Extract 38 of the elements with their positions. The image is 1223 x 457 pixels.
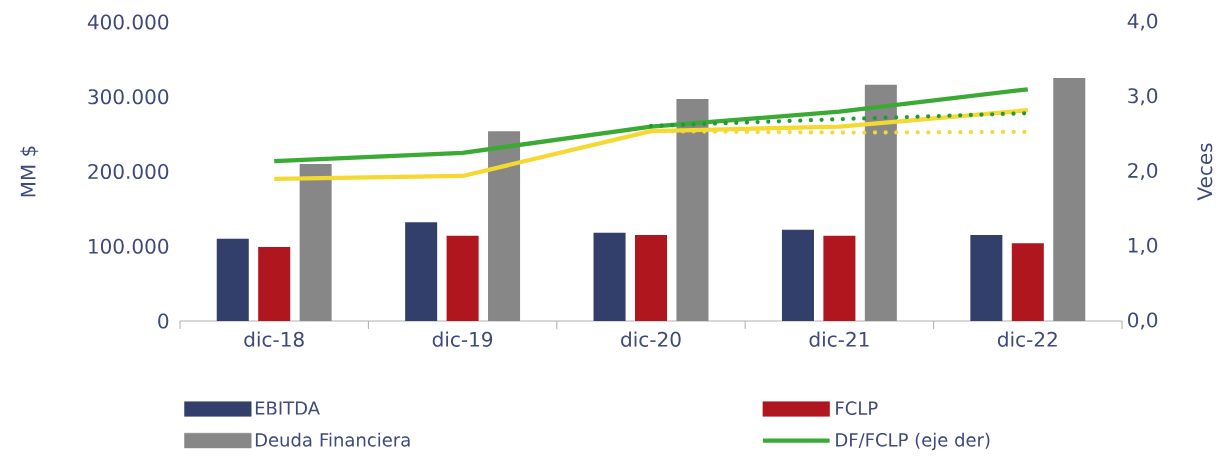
y-axis-title: MM $ [20, 146, 39, 197]
x-tick-label: dic-19 [432, 331, 493, 347]
line-series [272, 108, 1030, 182]
x-tick-label: dic-18 [244, 331, 304, 347]
legend-label: FCLP [836, 401, 878, 415]
bar [216, 238, 249, 321]
bar [676, 98, 709, 321]
x-tick-label: dic-22 [997, 331, 1057, 347]
y-tick-label: 0 [158, 313, 169, 329]
y2-tick-label: 3,0 [1128, 88, 1158, 106]
bar [593, 232, 626, 321]
y2-tick-label: 0,0 [1128, 312, 1158, 330]
bar [488, 131, 521, 321]
legend-label: DF/FCLP (eje der) [836, 432, 990, 451]
bar [634, 235, 668, 321]
legend-label: EBITDA [255, 401, 320, 415]
x-tick-label: dic-20 [621, 331, 681, 347]
bar [1011, 243, 1044, 321]
y-tick-label: 300.000 [88, 89, 169, 105]
y2-tick-label: 4,0 [1127, 13, 1158, 31]
y2-axis-title: Veces [1197, 143, 1213, 201]
bar [299, 164, 332, 321]
bar [1053, 78, 1086, 321]
y-tick-label: 200.000 [88, 163, 169, 180]
line-series [272, 87, 1030, 164]
bar [446, 235, 479, 321]
bar [405, 222, 438, 321]
y2-tick-label: 2,0 [1128, 162, 1158, 181]
bar [823, 235, 856, 321]
bar [781, 229, 814, 321]
x-tick-label: dic-21 [809, 331, 869, 347]
y2-tick-label: 1,0 [1128, 237, 1158, 255]
bar [258, 247, 291, 321]
y-tick-label: 100.000 [89, 238, 169, 254]
y-tick-label: 400.000 [87, 14, 169, 30]
bar [970, 235, 1003, 321]
bar [864, 84, 897, 321]
legend-label: Deuda Financiera [255, 432, 410, 447]
